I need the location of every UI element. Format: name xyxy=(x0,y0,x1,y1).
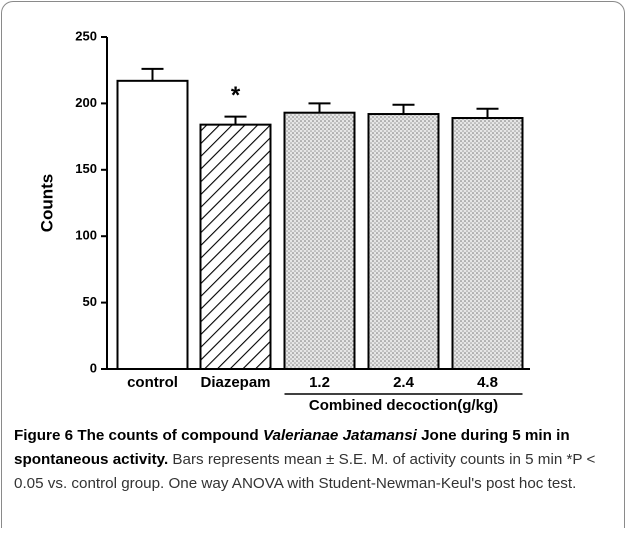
x-tick-label: control xyxy=(127,374,178,391)
bar xyxy=(199,123,272,371)
x-tick-label: 1.2 xyxy=(309,374,330,391)
caption-title-italic: Valerianae Jatamansi xyxy=(262,427,417,444)
y-tick-label: 250 xyxy=(75,28,97,43)
bar xyxy=(116,79,189,370)
group-label: Combined decoction(g/kg) xyxy=(309,397,498,414)
x-tick-label: Diazepam xyxy=(200,374,270,391)
frame xyxy=(1,1,625,528)
x-tick-label: 4.8 xyxy=(477,374,498,391)
y-tick-label: 150 xyxy=(75,161,97,176)
bar xyxy=(367,113,440,370)
annotation: * xyxy=(231,82,241,109)
y-tick-label: 200 xyxy=(75,95,97,110)
y-axis-label: Counts xyxy=(37,174,56,233)
y-tick-label: 100 xyxy=(75,228,97,243)
caption-label: Figure 6 xyxy=(14,427,74,444)
x-tick-label: 2.4 xyxy=(393,374,415,391)
bar xyxy=(283,111,356,370)
y-tick-label: 50 xyxy=(83,294,97,309)
chart: Counts 0 50 100 150 200 250 control Diazepam 1.2… xyxy=(37,28,530,414)
caption: Figure 6 The counts of compound Valerian… xyxy=(14,424,620,496)
y-tick-label: 0 xyxy=(90,360,97,375)
caption-body: Bars represents mean ± S.E. M. of activi… xyxy=(14,451,596,492)
caption-title-end: Jone during 5 min in spontaneous activit… xyxy=(14,427,570,468)
bar xyxy=(451,117,524,371)
caption-title: The counts of compound xyxy=(77,427,259,444)
